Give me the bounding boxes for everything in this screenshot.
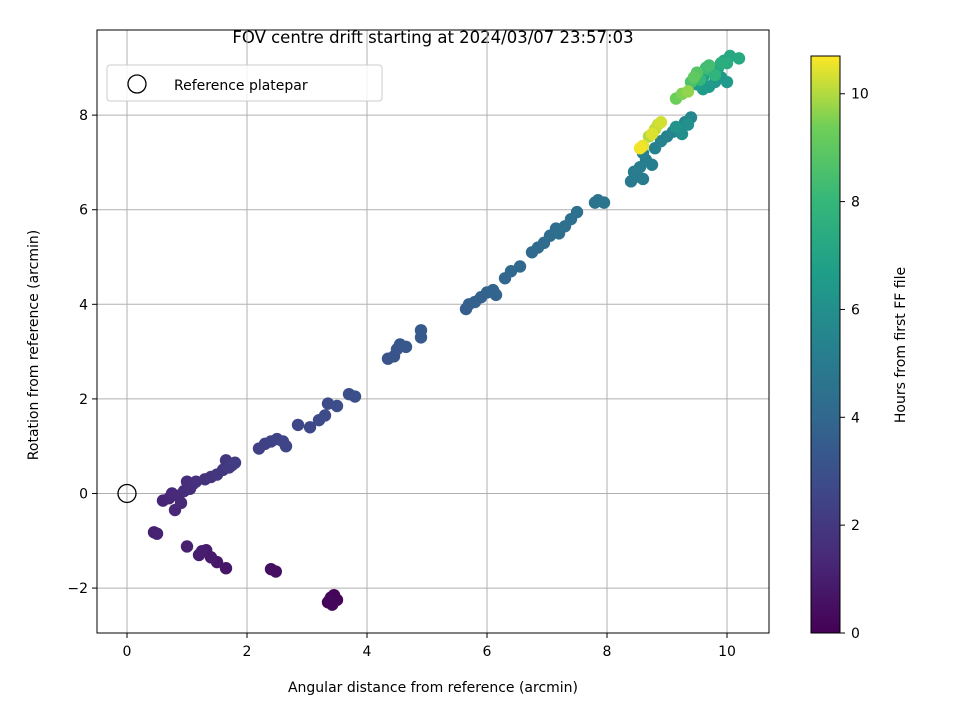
grid bbox=[97, 30, 769, 633]
data-point bbox=[708, 68, 722, 82]
data-point bbox=[330, 399, 344, 413]
data-point bbox=[326, 598, 339, 611]
data-point bbox=[570, 205, 584, 219]
data-point bbox=[633, 142, 647, 155]
colorbar-tick-label: 0 bbox=[851, 626, 860, 642]
colorbar-label: Hours from first FF file bbox=[893, 267, 909, 423]
x-tick-label: 8 bbox=[603, 644, 612, 660]
y-tick-label: 6 bbox=[79, 203, 88, 219]
colorbar-tick-label: 8 bbox=[851, 195, 860, 211]
colorbar: 0 2 4 6 8 10 Hours from first FF file bbox=[810, 55, 909, 642]
colorbar-tick-label: 4 bbox=[851, 410, 860, 426]
data-point bbox=[195, 544, 209, 558]
data-point bbox=[291, 418, 305, 432]
colorbar-tick-label: 10 bbox=[851, 87, 869, 103]
data-point bbox=[348, 390, 362, 403]
data-point bbox=[714, 56, 728, 70]
data-point bbox=[687, 71, 701, 84]
data-point bbox=[399, 340, 413, 354]
colorbar-tick-label: 6 bbox=[851, 302, 860, 318]
data-point bbox=[303, 421, 317, 434]
data-point bbox=[174, 496, 188, 510]
x-tick-label: 10 bbox=[718, 644, 736, 660]
data-point bbox=[636, 172, 650, 186]
data-point bbox=[180, 540, 194, 553]
data-point bbox=[669, 120, 683, 134]
data-point bbox=[654, 116, 668, 129]
x-tick-label: 2 bbox=[243, 644, 252, 660]
data-point bbox=[269, 565, 282, 578]
y-tick-label: 8 bbox=[79, 108, 88, 124]
data-point bbox=[318, 409, 332, 422]
data-point bbox=[489, 288, 503, 302]
x-tick-label: 6 bbox=[483, 644, 492, 660]
colorbar-ticks: 0 2 4 6 8 10 bbox=[840, 87, 869, 642]
reference-marker bbox=[117, 483, 137, 504]
x-tick-label: 4 bbox=[363, 644, 372, 660]
colorbar-frame bbox=[810, 55, 841, 634]
colorbar-gradient bbox=[811, 56, 840, 633]
y-tick-label: 0 bbox=[79, 486, 88, 502]
y-axis-label: Rotation from reference (arcmin) bbox=[26, 230, 42, 460]
x-tick-label: 0 bbox=[123, 644, 132, 660]
y-axis: −2 0 2 4 6 8 bbox=[67, 108, 97, 597]
legend-marker bbox=[127, 74, 147, 94]
x-axis: 0 2 4 6 8 10 bbox=[123, 633, 736, 660]
y-tick-label: 2 bbox=[79, 392, 88, 408]
plot-frame bbox=[96, 29, 770, 634]
colorbar-tick-label: 2 bbox=[851, 518, 860, 534]
data-point bbox=[681, 118, 695, 131]
data-point bbox=[702, 59, 716, 72]
data-point bbox=[228, 456, 242, 469]
data-point bbox=[732, 52, 746, 65]
data-points bbox=[147, 49, 746, 611]
data-point bbox=[720, 75, 734, 89]
data-point bbox=[150, 527, 164, 540]
chart-title: FOV centre drift starting at 2024/03/07 … bbox=[232, 28, 633, 47]
data-point bbox=[513, 260, 527, 273]
data-point bbox=[597, 196, 611, 209]
y-tick-label: −2 bbox=[67, 581, 88, 597]
legend: Reference platepar bbox=[106, 64, 383, 102]
x-axis-label: Angular distance from reference (arcmin) bbox=[288, 680, 578, 696]
data-point bbox=[645, 127, 659, 141]
data-point bbox=[414, 324, 428, 337]
data-point bbox=[681, 85, 695, 98]
data-point bbox=[645, 158, 659, 171]
y-tick-label: 4 bbox=[79, 297, 88, 313]
legend-entry: Reference platepar bbox=[174, 78, 308, 94]
legend-box bbox=[106, 64, 383, 102]
data-point bbox=[279, 439, 293, 453]
data-point bbox=[219, 562, 233, 575]
